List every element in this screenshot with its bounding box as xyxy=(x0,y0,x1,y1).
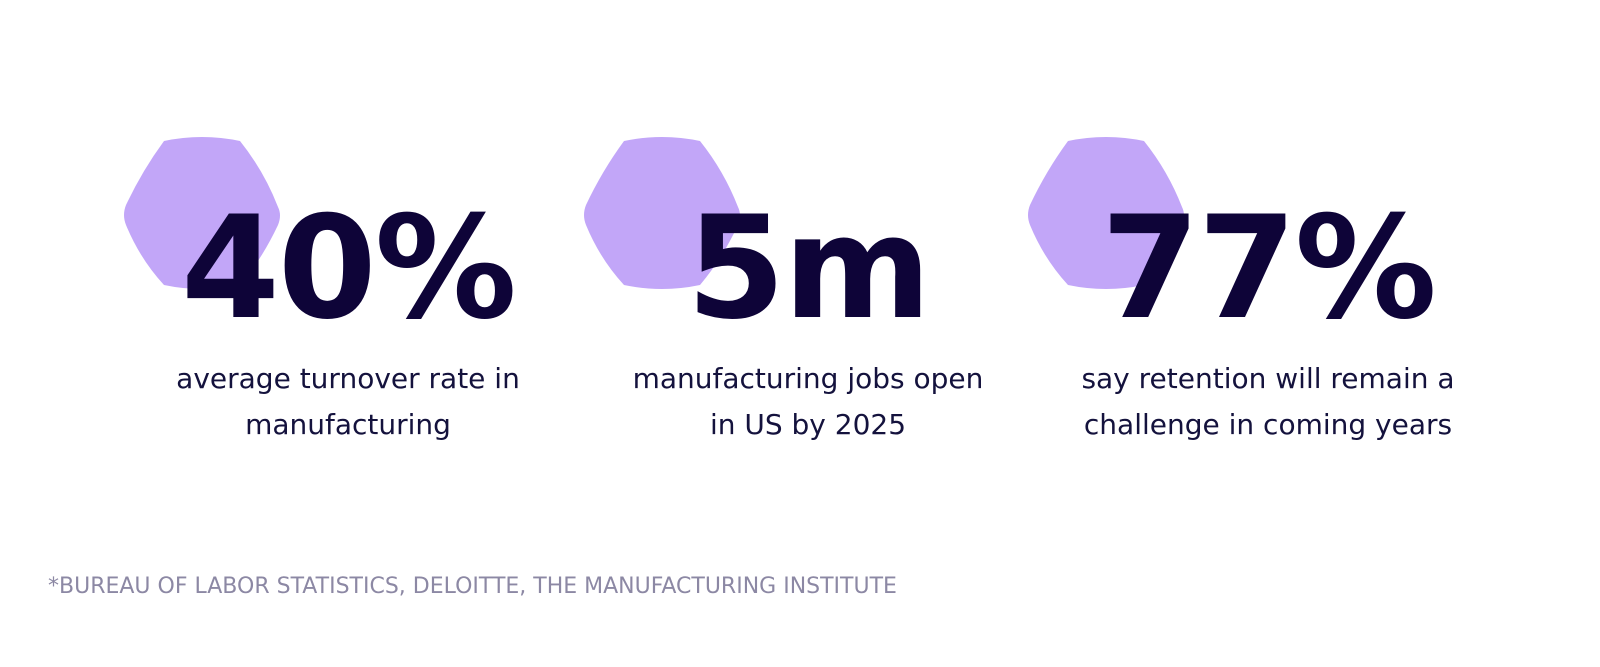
stat-label-line: manufacturing xyxy=(245,408,451,441)
stat-label-line: challenge in coming years xyxy=(1083,408,1453,441)
stat-label-line: average turnover rate in xyxy=(176,362,520,395)
hexagon-icon xyxy=(116,135,288,293)
stat-turnover-rate: 40% average turnover rate in manufacturi… xyxy=(124,130,558,460)
stat-label-line: manufacturing jobs open xyxy=(632,362,984,395)
stat-value: 5m xyxy=(686,186,932,351)
stat-label: manufacturing jobs open in US by 2025 xyxy=(598,356,1018,448)
stat-jobs-open: 5m manufacturing jobs open in US by 2025 xyxy=(584,130,1018,460)
stat-retention-challenge: 77% say retention will remain a challeng… xyxy=(1028,130,1478,460)
hexagon-icon xyxy=(576,135,748,293)
source-note: *BUREAU OF LABOR STATISTICS, DELOITTE, T… xyxy=(48,574,897,599)
stat-label: say retention will remain a challenge in… xyxy=(1058,356,1478,448)
stat-value: 77% xyxy=(1101,186,1437,351)
stat-label-line: in US by 2025 xyxy=(709,408,907,441)
hexagon-icon xyxy=(1020,135,1192,293)
stat-label-line: say retention will remain a xyxy=(1081,362,1455,395)
stat-value: 40% xyxy=(181,186,517,351)
stat-label: average turnover rate in manufacturing xyxy=(138,356,558,448)
